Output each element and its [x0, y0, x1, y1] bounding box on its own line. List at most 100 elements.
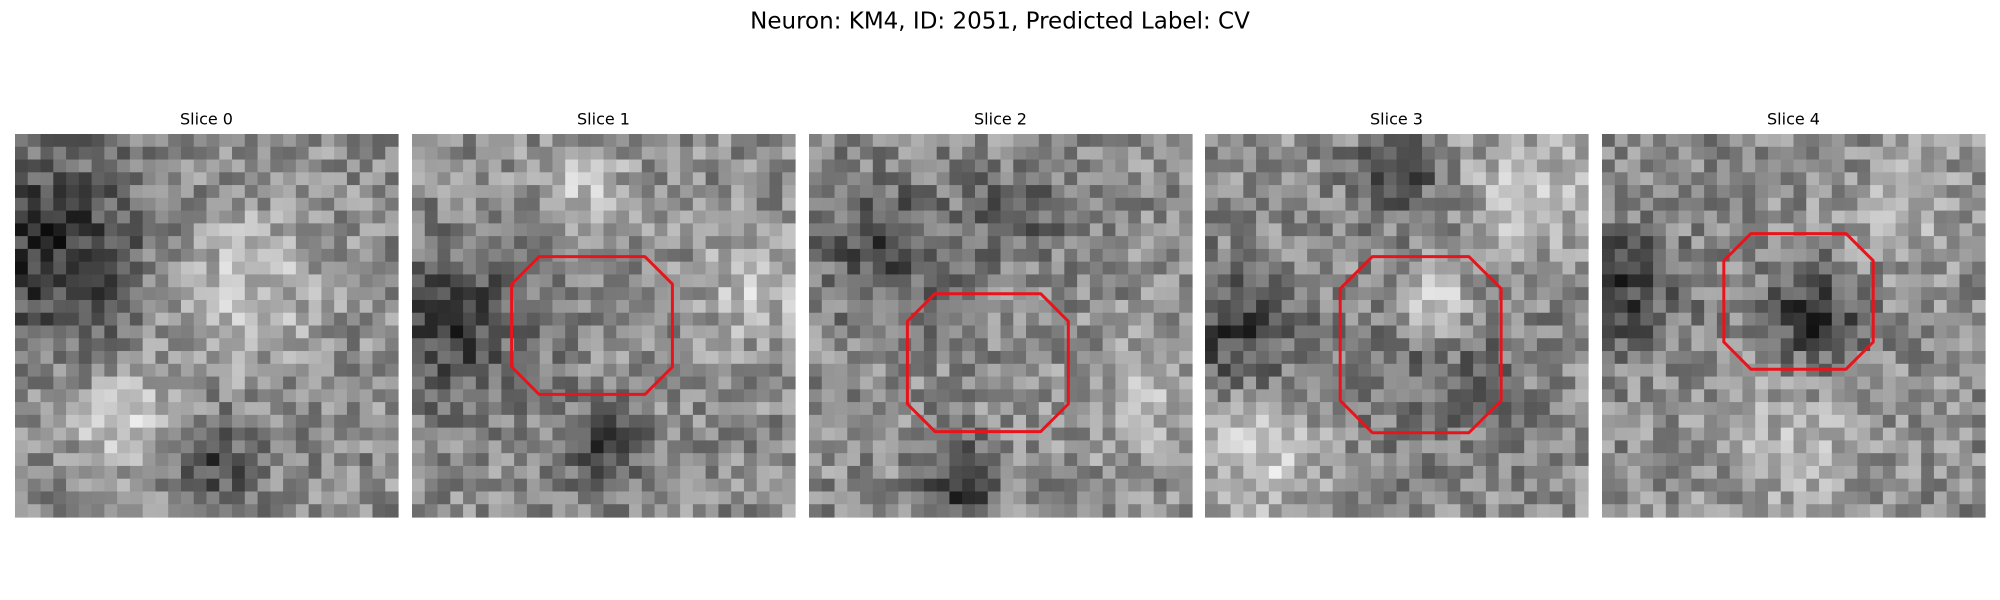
pixel [1434, 274, 1449, 288]
pixel [949, 504, 963, 518]
pixel [1959, 478, 1973, 493]
pixel [295, 236, 310, 250]
pixel [809, 146, 823, 161]
pixel [155, 287, 169, 301]
pixel [1307, 453, 1321, 467]
pixel [1640, 210, 1654, 224]
pixel [244, 223, 259, 237]
pixel [308, 248, 322, 263]
pixel [1319, 325, 1334, 339]
pixel [1972, 453, 1986, 467]
pixel [962, 351, 976, 365]
pixel [244, 363, 259, 378]
pixel [1972, 389, 1986, 403]
pixel [1485, 172, 1500, 186]
pixel [1485, 504, 1500, 518]
pixel [1627, 363, 1641, 378]
pixel [1205, 134, 1219, 148]
pixel [1627, 478, 1641, 493]
pixel [1077, 325, 1091, 339]
pixel [565, 197, 579, 212]
pixel [424, 389, 439, 403]
pixel [308, 299, 322, 314]
pixel [1819, 210, 1833, 224]
pixel [1485, 414, 1500, 429]
pixel [782, 376, 796, 390]
pixel [1485, 363, 1500, 378]
pixel [66, 210, 80, 224]
pixel [40, 248, 54, 263]
pixel [270, 185, 284, 199]
pixel [1921, 197, 1935, 212]
pixel [1064, 376, 1078, 390]
pixel [1729, 504, 1744, 518]
pixel [1767, 325, 1782, 339]
pixel [15, 299, 29, 314]
pixel [180, 299, 195, 314]
pixel [1383, 287, 1398, 301]
pixel [552, 134, 566, 148]
pixel [1933, 261, 1948, 276]
pixel [1256, 351, 1270, 365]
pixel [1422, 453, 1436, 467]
pixel [680, 159, 694, 173]
pixel [1614, 299, 1629, 314]
pixel [949, 312, 963, 327]
pixel [911, 491, 925, 505]
pixel [1013, 312, 1027, 327]
pixel [334, 478, 348, 493]
pixel [590, 363, 605, 378]
pixel [180, 261, 195, 276]
pixel [283, 338, 297, 352]
pixel [155, 274, 169, 288]
pixel [232, 338, 246, 352]
pixel [1549, 402, 1564, 416]
pixel [1102, 440, 1116, 454]
pixel [1959, 325, 1973, 339]
pixel [1870, 414, 1884, 429]
pixel [1755, 453, 1769, 467]
pixel [1038, 210, 1053, 224]
pixel [1716, 236, 1731, 250]
pixel [206, 414, 220, 429]
pixel [718, 363, 732, 378]
image-panel [1205, 134, 1589, 518]
pixel [782, 299, 796, 314]
pixel [1064, 389, 1078, 403]
pixel [1370, 465, 1385, 480]
pixel [1345, 351, 1359, 365]
pixel [91, 414, 105, 429]
pixel [1972, 504, 1986, 518]
pixel [565, 159, 579, 173]
pixel [1806, 389, 1820, 403]
pixel [539, 427, 554, 441]
pixel [1422, 351, 1436, 365]
pixel [1256, 402, 1270, 416]
pixel [308, 172, 322, 186]
pixel [104, 453, 118, 467]
pixel [142, 363, 157, 378]
pixel [1000, 351, 1014, 365]
pixel [1179, 402, 1193, 416]
pixel [1536, 427, 1551, 441]
pixel [321, 146, 335, 161]
pixel [667, 197, 681, 212]
pixel [1370, 389, 1385, 403]
pixel [450, 299, 464, 314]
pixel [1946, 478, 1961, 493]
pixel [168, 159, 182, 173]
pixel [1780, 312, 1795, 327]
pixel [1358, 491, 1372, 505]
pixel [1115, 172, 1129, 186]
pixel [1742, 427, 1756, 441]
pixel [1704, 376, 1718, 390]
pixel [232, 351, 246, 365]
pixel [450, 248, 464, 263]
pixel [1549, 274, 1564, 288]
pixel [1064, 274, 1078, 288]
pixel [590, 453, 605, 467]
pixel [40, 402, 54, 416]
pixel [1102, 504, 1116, 518]
pixel [1870, 363, 1884, 378]
pixel [603, 134, 617, 148]
